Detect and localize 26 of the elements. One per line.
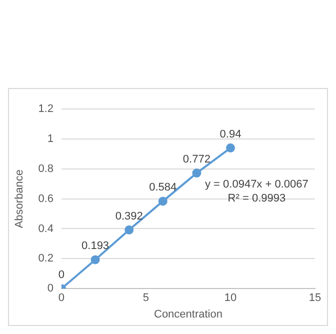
point [158,196,168,206]
x-tick-label: 15 [308,292,322,304]
y-axis-title: Absorbance [14,169,26,228]
x-axis-title: Concentration [154,308,222,320]
y-tick-label: 0.8 [38,162,54,175]
data-label: 0 [58,269,65,282]
point [226,143,235,152]
x-tick-label: 5 [142,292,150,304]
data-label: 0.772 [182,154,210,166]
data-label: 0.392 [115,210,143,222]
point [192,168,202,178]
y-tick-label: 1.2 [38,103,54,116]
x-tick-label: 10 [224,292,237,304]
y-tick-label: 1 [47,132,54,145]
data-label: 0.94 [220,128,242,140]
y-tick-label: 0.4 [38,222,54,235]
annotation: R² = 0.9993 [228,192,286,204]
y-tick-label: 0.6 [38,192,54,205]
x-tick-label: 0 [58,292,65,304]
point [124,225,134,234]
data-label: 0.584 [149,182,177,194]
y-tick-label: 0.2 [38,252,54,265]
point [90,255,100,264]
y-tick-label: 0 [47,282,54,295]
data-label: 0.193 [82,240,110,252]
annotation: y = 0.0947x + 0.0067 [205,178,308,190]
